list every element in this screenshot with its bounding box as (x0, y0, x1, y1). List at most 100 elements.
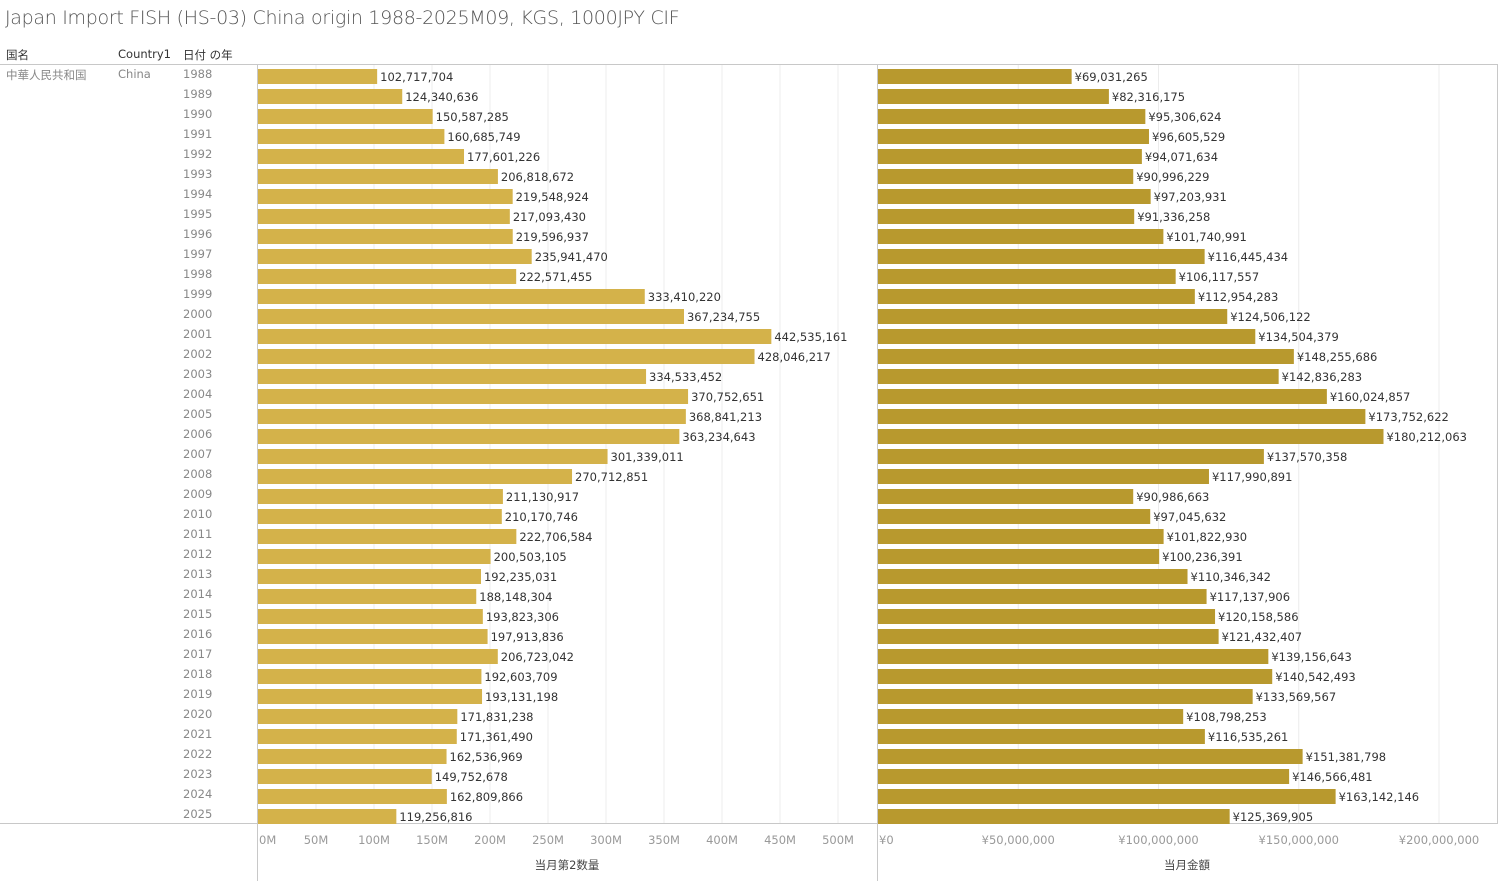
qty-bar (258, 109, 433, 124)
value-bar (878, 429, 1384, 444)
value-bar (878, 149, 1142, 164)
value-bar (878, 749, 1303, 764)
value-value-label: ¥163,142,146 (1339, 790, 1419, 804)
value-bar (878, 129, 1149, 144)
qty-bar (258, 689, 483, 704)
qty-bar (258, 149, 465, 164)
year-label: 2011 (183, 527, 213, 541)
qty-value-label: 177,601,226 (467, 150, 540, 164)
qty-value-label: 235,941,470 (535, 250, 608, 264)
qty-bar (258, 729, 457, 744)
qty-pane-left-border (257, 64, 258, 881)
value-value-label: ¥91,336,258 (1137, 210, 1210, 224)
value-tick-label: ¥150,000,000 (1259, 833, 1339, 847)
year-label: 2006 (183, 427, 213, 441)
qty-value-label: 193,131,198 (485, 690, 558, 704)
qty-bar (258, 609, 483, 624)
page-title: Japan Import FISH (HS-03) China origin 1… (5, 7, 680, 29)
value-bar (878, 649, 1269, 664)
value-value-label: ¥151,381,798 (1306, 750, 1386, 764)
year-label: 2017 (183, 647, 213, 661)
value-bar (878, 449, 1264, 464)
value-bar (878, 589, 1207, 604)
year-label: 2025 (183, 807, 213, 821)
value-value-label: ¥101,740,991 (1166, 230, 1246, 244)
qty-tick-label: 300M (590, 833, 622, 847)
qty-bar (258, 369, 647, 384)
qty-value-label: 102,717,704 (380, 70, 453, 84)
value-tick-label: ¥0 (879, 833, 894, 847)
value-bar (878, 629, 1219, 644)
qty-bar (258, 649, 498, 664)
qty-bar (258, 529, 517, 544)
value-bar (878, 309, 1228, 324)
qty-value-label: 363,234,643 (682, 430, 755, 444)
value-bar (878, 509, 1151, 524)
year-label: 1997 (183, 247, 213, 261)
qty-bar (258, 409, 686, 424)
value-bar (878, 349, 1294, 364)
qty-bar (258, 429, 680, 444)
year-label: 2010 (183, 507, 213, 521)
year-label: 1991 (183, 127, 213, 141)
value-value-label: ¥110,346,342 (1191, 570, 1271, 584)
qty-value-label: 367,234,755 (687, 310, 760, 324)
value-bar (878, 209, 1135, 224)
qty-bar (258, 469, 573, 484)
year-label: 1996 (183, 227, 213, 241)
value-bar (878, 169, 1134, 184)
qty-bar (258, 509, 502, 524)
qty-value-label: 368,841,213 (689, 410, 762, 424)
year-label: 2009 (183, 487, 213, 501)
value-bar (878, 89, 1109, 104)
qty-value-label: 222,706,584 (519, 530, 592, 544)
value-value-label: ¥117,990,891 (1212, 470, 1292, 484)
qty-value-label: 188,148,304 (479, 590, 552, 604)
qty-bar (258, 629, 488, 644)
value-bar (878, 189, 1151, 204)
value-bar (878, 489, 1134, 504)
year-label: 2018 (183, 667, 213, 681)
qty-value-label: 206,818,672 (501, 170, 574, 184)
header-country1[interactable]: Country1 (118, 47, 172, 61)
qty-bar (258, 569, 481, 584)
value-value-label: ¥137,570,358 (1267, 450, 1347, 464)
qty-bar (258, 489, 503, 504)
qty-bar (258, 589, 477, 604)
year-label: 1998 (183, 267, 213, 281)
value-value-label: ¥97,203,931 (1154, 190, 1227, 204)
axis-divider (0, 823, 1498, 824)
year-label: 2013 (183, 567, 213, 581)
qty-tick-label: 400M (706, 833, 738, 847)
value-bar (878, 569, 1188, 584)
qty-value-label: 428,046,217 (758, 350, 831, 364)
year-label: 1995 (183, 207, 213, 221)
year-label: 2012 (183, 547, 213, 561)
value-value-label: ¥134,504,379 (1258, 330, 1338, 344)
value-bar (878, 69, 1072, 84)
value-tick-label: ¥100,000,000 (1118, 833, 1198, 847)
header-country-jp[interactable]: 国名 (6, 48, 29, 62)
value-bar (878, 289, 1195, 304)
qty-value-label: 370,752,651 (691, 390, 764, 404)
year-label: 2019 (183, 687, 213, 701)
qty-tick-label: 200M (474, 833, 506, 847)
value-bar (878, 709, 1184, 724)
year-label: 1992 (183, 147, 213, 161)
year-label: 2022 (183, 747, 213, 761)
qty-tick-label: 100M (358, 833, 390, 847)
value-bar (878, 369, 1279, 384)
qty-bar (258, 189, 513, 204)
value-pane-right-border (1497, 64, 1498, 824)
value-value-label: ¥94,071,634 (1145, 150, 1218, 164)
header-year[interactable]: 日付 の年 (183, 48, 233, 62)
year-label: 2002 (183, 347, 213, 361)
qty-tick-label: 50M (304, 833, 329, 847)
year-label: 2000 (183, 307, 213, 321)
pane-divider (877, 64, 878, 881)
year-label: 2005 (183, 407, 213, 421)
qty-bar (258, 749, 447, 764)
qty-tick-label: 250M (532, 833, 564, 847)
value-value-label: ¥97,045,632 (1153, 510, 1226, 524)
